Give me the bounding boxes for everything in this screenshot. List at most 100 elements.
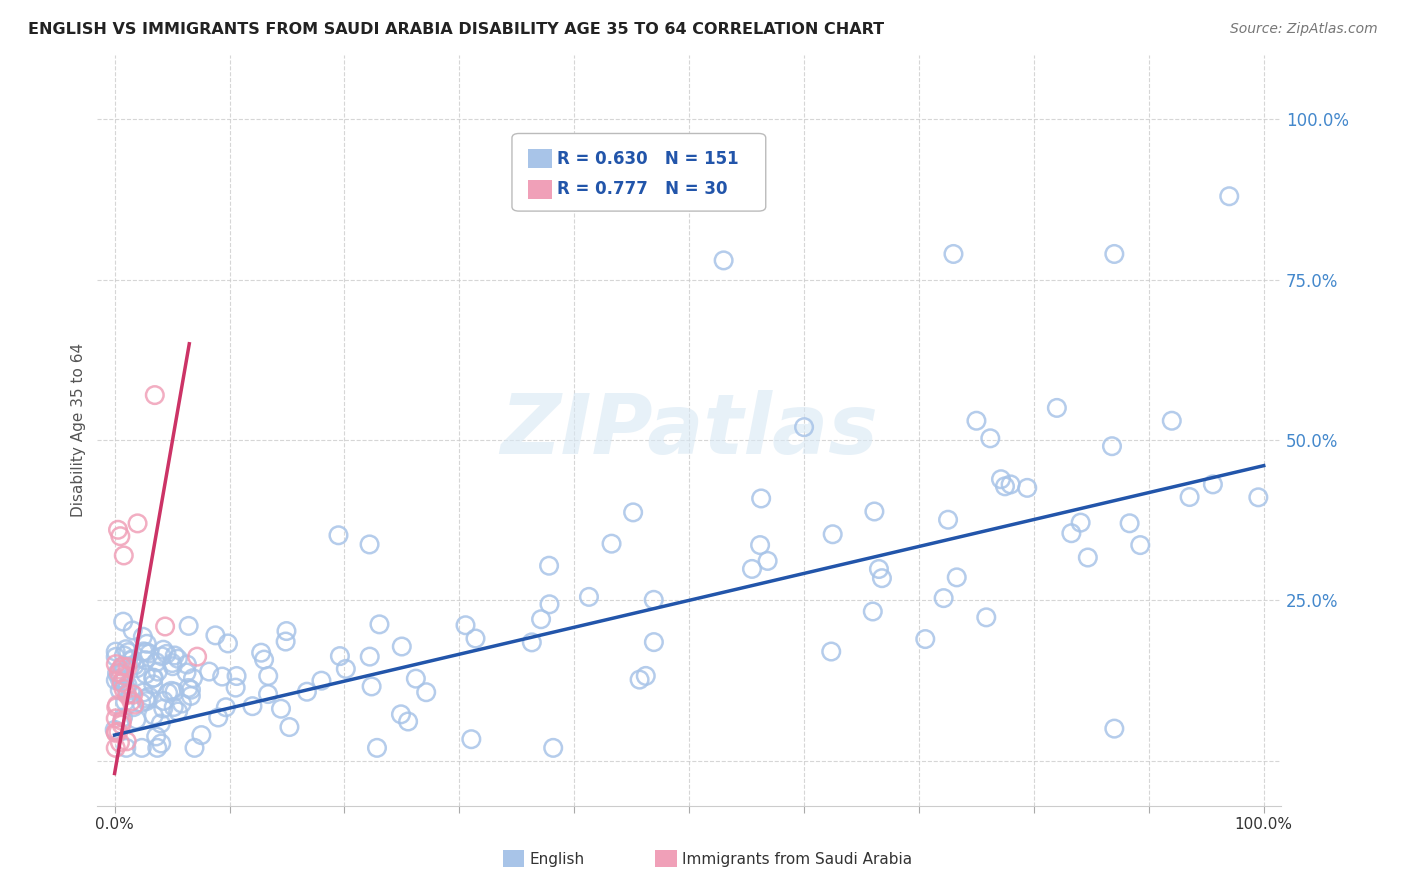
Point	[538, 558, 561, 573]
Point	[180, 689, 202, 703]
Point	[145, 730, 167, 744]
Point	[167, 652, 190, 666]
Point	[643, 635, 665, 649]
Point	[125, 713, 148, 727]
Point	[135, 694, 157, 708]
Point	[1178, 490, 1201, 504]
Point	[107, 665, 129, 680]
Text: R = 0.630   N = 151: R = 0.630 N = 151	[557, 150, 738, 168]
Point	[104, 740, 127, 755]
Point	[215, 700, 238, 714]
Point	[135, 667, 157, 681]
Point	[821, 527, 844, 541]
Point	[112, 549, 135, 563]
Point	[115, 642, 138, 657]
Point	[276, 624, 298, 638]
Text: ZIPatlas: ZIPatlas	[501, 390, 879, 471]
Point	[108, 671, 131, 685]
Point	[600, 536, 623, 550]
Point	[242, 699, 264, 714]
Point	[541, 740, 564, 755]
Point	[127, 516, 149, 531]
Point	[121, 653, 143, 667]
Point	[328, 528, 350, 542]
Point	[295, 684, 318, 698]
Point	[1077, 550, 1099, 565]
Point	[114, 669, 136, 683]
Point	[110, 675, 132, 690]
Text: Source: ZipAtlas.com: Source: ZipAtlas.com	[1230, 22, 1378, 37]
Point	[628, 673, 651, 687]
Point	[108, 683, 131, 698]
Point	[994, 479, 1017, 493]
Point	[124, 658, 146, 673]
Point	[108, 663, 131, 677]
Text: ENGLISH VS IMMIGRANTS FROM SAUDI ARABIA DISABILITY AGE 35 TO 64 CORRELATION CHAR: ENGLISH VS IMMIGRANTS FROM SAUDI ARABIA …	[28, 22, 884, 37]
Point	[135, 691, 157, 706]
Point	[163, 684, 186, 698]
Point	[176, 665, 198, 680]
Point	[142, 708, 165, 723]
Point	[107, 724, 129, 739]
Point	[114, 695, 136, 709]
Point	[111, 675, 134, 690]
Point	[1070, 516, 1092, 530]
Point	[112, 658, 135, 673]
Point	[146, 740, 169, 755]
Point	[359, 649, 381, 664]
Point	[405, 672, 427, 686]
Point	[117, 660, 139, 674]
Point	[115, 681, 138, 696]
Point	[868, 562, 890, 576]
Point	[152, 701, 174, 715]
Point	[104, 711, 127, 725]
Point	[153, 619, 176, 633]
Point	[329, 649, 352, 664]
Point	[578, 590, 600, 604]
Point	[177, 681, 200, 695]
Point	[870, 571, 893, 585]
Point	[454, 618, 477, 632]
Point	[1118, 516, 1140, 531]
Point	[749, 538, 772, 552]
Point	[1046, 401, 1069, 415]
Point	[104, 725, 127, 739]
Point	[335, 662, 357, 676]
Point	[204, 628, 226, 642]
Point	[793, 420, 815, 434]
Point	[167, 705, 190, 719]
Point	[142, 671, 165, 685]
Point	[112, 648, 135, 663]
Point	[391, 640, 413, 654]
Point	[278, 720, 301, 734]
Point	[150, 649, 173, 664]
Point	[1017, 481, 1039, 495]
Point	[538, 597, 561, 611]
Point	[225, 681, 247, 695]
Point	[932, 591, 955, 606]
Point	[107, 523, 129, 537]
Point	[181, 671, 204, 685]
Point	[135, 637, 157, 651]
Point	[1247, 491, 1270, 505]
Point	[820, 644, 842, 658]
Point	[104, 657, 127, 672]
Point	[152, 694, 174, 708]
Point	[160, 656, 183, 670]
Point	[104, 649, 127, 664]
Point	[155, 647, 177, 661]
Point	[713, 253, 735, 268]
Point	[112, 710, 135, 724]
Point	[135, 645, 157, 659]
Point	[741, 562, 763, 576]
Point	[105, 666, 128, 681]
Point	[863, 504, 886, 518]
Point	[360, 680, 382, 694]
Point	[108, 735, 131, 749]
Point	[111, 659, 134, 673]
Point	[749, 491, 772, 506]
Point	[914, 632, 936, 646]
Point	[530, 612, 553, 626]
Point	[160, 684, 183, 698]
Point	[131, 740, 153, 755]
